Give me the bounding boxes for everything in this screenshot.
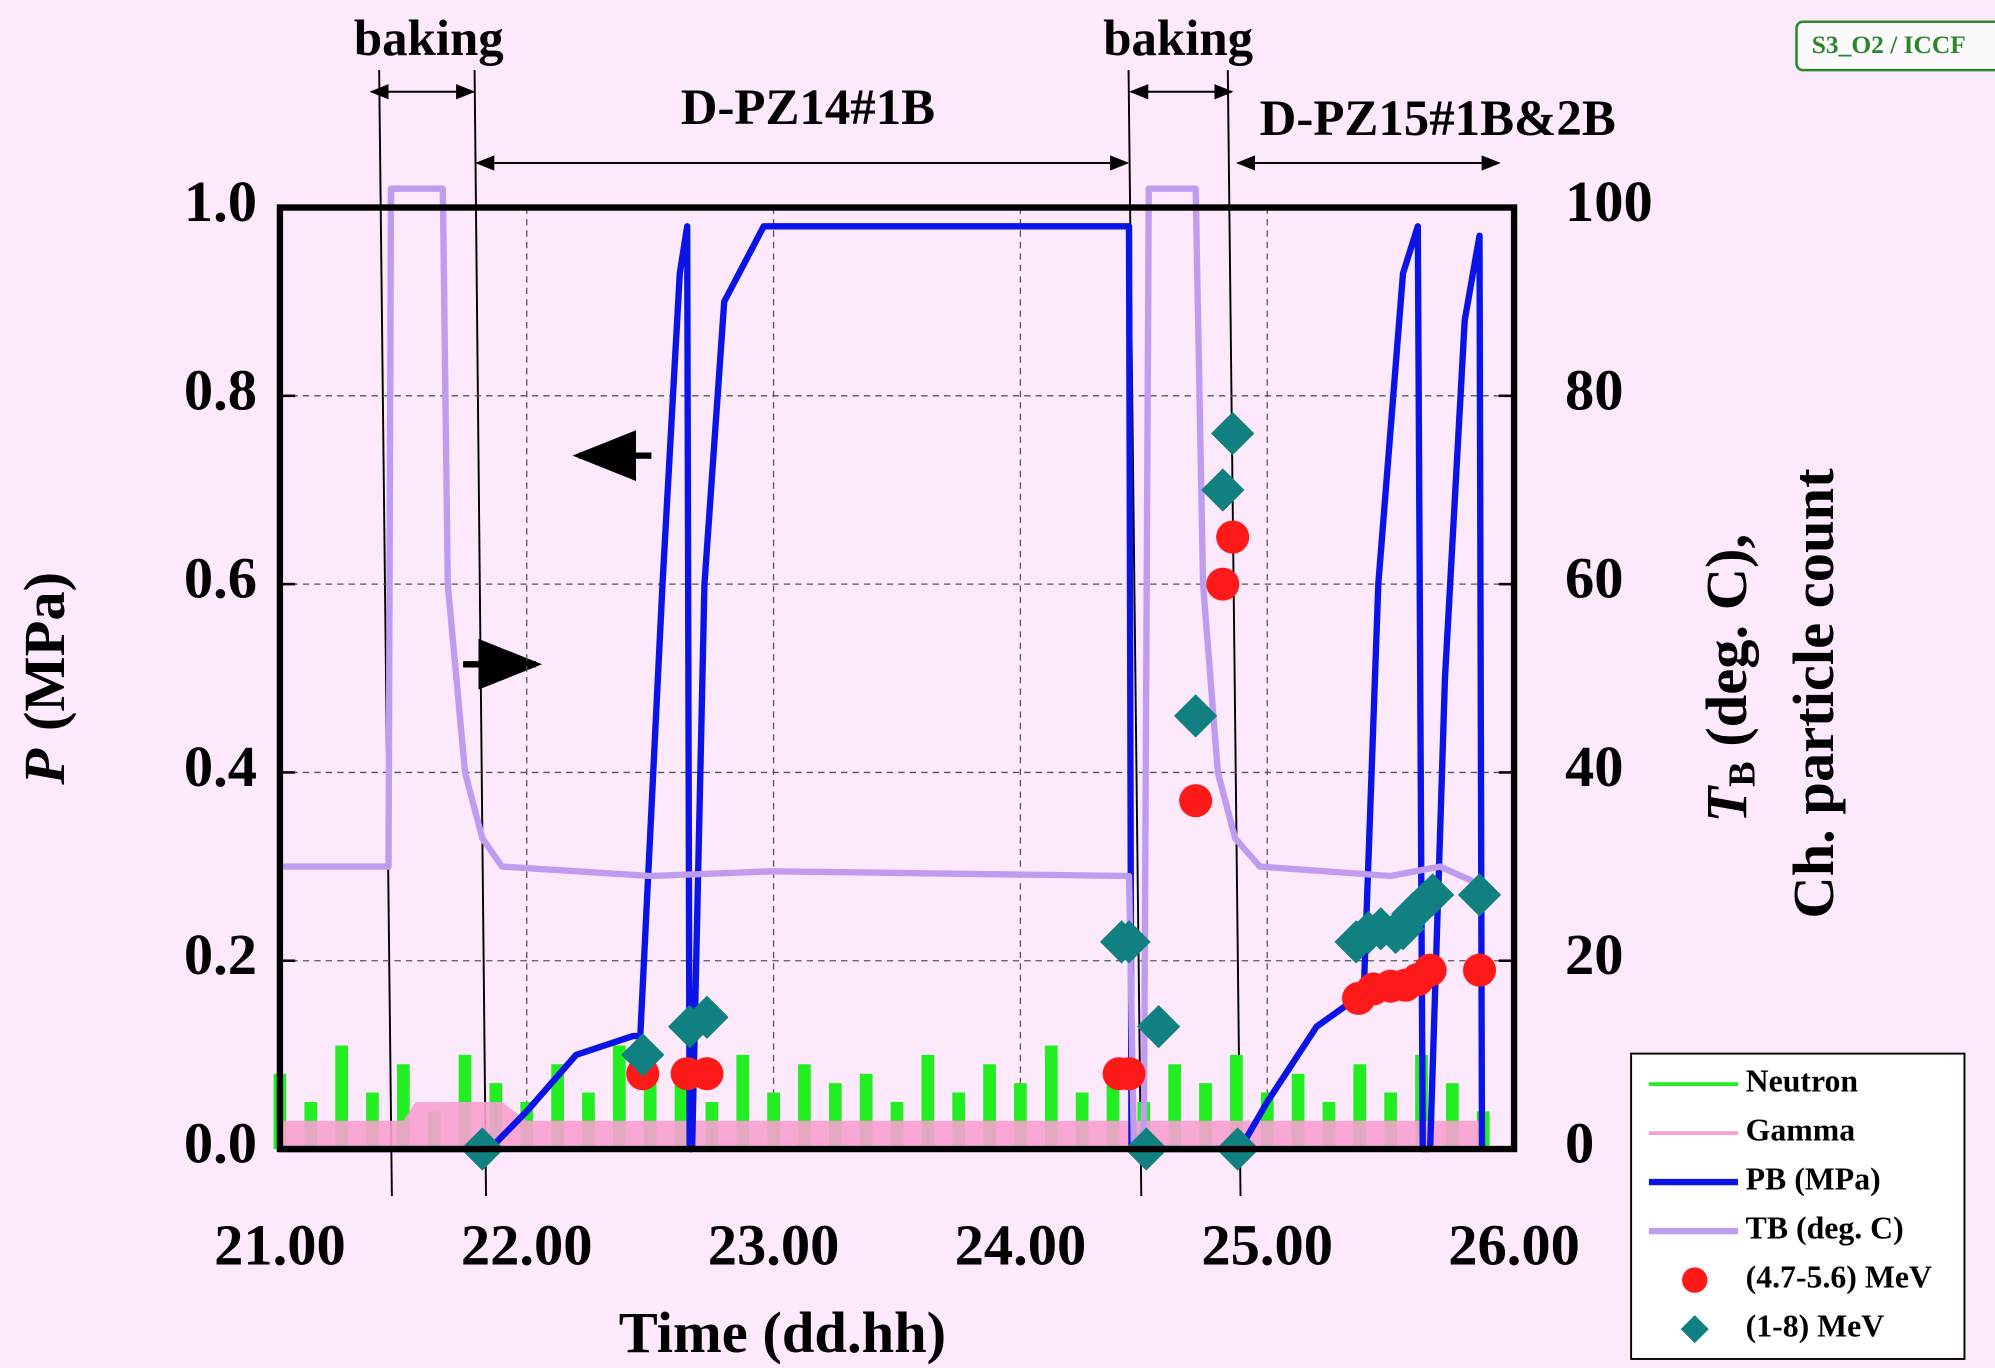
legend-label: Neutron — [1746, 1063, 1859, 1098]
annotation: D-PZ15#1B&2B — [1260, 91, 1616, 147]
diamond-point — [1201, 468, 1245, 512]
legend: Neutron Gamma PB (MPa) TB (deg. C) (4.7-5.6)… — [1630, 1052, 1966, 1360]
circle-point — [1206, 567, 1240, 601]
y-axis-label: P (MPa) — [12, 572, 77, 786]
circle-point — [690, 1057, 724, 1091]
y-tick-label: 0.8 — [184, 357, 257, 422]
circle-point — [1112, 1057, 1146, 1091]
circle-point — [1179, 784, 1213, 818]
diamond-point — [1410, 873, 1455, 917]
plot-frame — [276, 204, 1518, 1153]
legend-marker — [1680, 1315, 1709, 1344]
y2-label-unit: (deg. C), — [1694, 534, 1759, 762]
legend-label: (4.7-5.6) MeV — [1746, 1259, 1932, 1294]
plot: 21.00 22.00 23.00 24.00 25.00 26.00 0.0 0.2 0.4 0… — [184, 169, 1653, 1277]
legend-label: PB (MPa) — [1746, 1161, 1881, 1196]
series-line — [279, 185, 1484, 1153]
y-tick-label: 0.4 — [184, 734, 257, 799]
legend-label: TB (deg. C) — [1746, 1210, 1904, 1245]
x-tick-label: 25.00 — [1201, 1212, 1333, 1277]
x-tick-label: 21.00 — [214, 1212, 346, 1277]
x-tick-label: 26.00 — [1448, 1212, 1580, 1277]
y2-tick-label: 60 — [1565, 546, 1624, 611]
annotation: D-PZ14#1B — [681, 80, 935, 136]
badge-box — [1795, 20, 1995, 72]
y2-tick-label: 20 — [1565, 922, 1624, 987]
y2-tick-label: 40 — [1565, 734, 1624, 799]
legend-label: Gamma — [1746, 1112, 1856, 1147]
x-tick-label: 23.00 — [708, 1212, 840, 1277]
badge: S3_O2 / ICCF — [1812, 30, 1966, 59]
circle-point — [1462, 953, 1497, 987]
legend-box — [1630, 1052, 1966, 1360]
y2-label-symbol: T — [1694, 785, 1759, 823]
gamma-area — [279, 1101, 1482, 1150]
diamond-point — [1211, 411, 1255, 456]
annotation-lines — [369, 70, 1501, 1197]
legend-marker — [1682, 1267, 1708, 1293]
y2-axis-label-2: Ch. particle count — [1781, 468, 1846, 919]
diamond-point — [685, 995, 729, 1039]
diamond-point — [1457, 873, 1502, 917]
y2-tick-label: 80 — [1565, 357, 1624, 422]
y-tick-label: 0.0 — [184, 1110, 257, 1175]
x-tick-label: 24.00 — [955, 1212, 1087, 1277]
circle-point — [1413, 953, 1447, 987]
y-label-symbol: P — [12, 748, 77, 786]
y-tick-label: 1.0 — [184, 169, 257, 234]
x-tick-label: 22.00 — [461, 1212, 593, 1277]
y2-tick-label: 100 — [1565, 169, 1653, 234]
y-label-unit: (MPa) — [12, 572, 77, 731]
legend-label: (1-8) MeV — [1746, 1308, 1885, 1343]
annotation: baking — [1103, 11, 1253, 67]
annotation: baking — [354, 11, 504, 67]
y-tick-label: 0.6 — [184, 546, 257, 611]
y2-label-sub: B — [1721, 761, 1763, 786]
y2-tick-label: 0 — [1565, 1110, 1594, 1175]
circle-point — [1216, 520, 1250, 554]
y2-axis-label: TB (deg. C), — [1694, 534, 1763, 823]
diamond-point — [621, 1033, 665, 1077]
y-tick-label: 0.2 — [184, 922, 257, 987]
x-axis-label: Time (dd.hh) — [619, 1300, 946, 1365]
